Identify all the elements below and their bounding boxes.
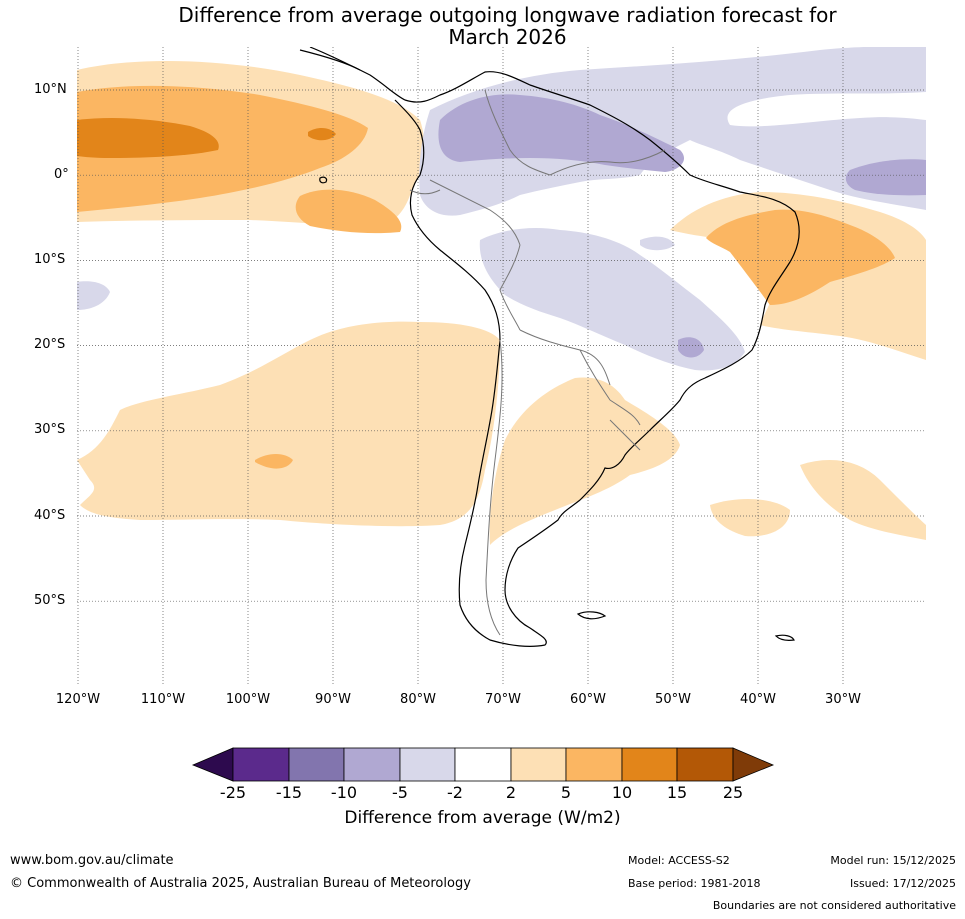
south-georgia-island bbox=[774, 634, 795, 641]
anomaly-region-pos5-brazil bbox=[706, 209, 895, 305]
lon-label-120w: 120°W bbox=[55, 692, 101, 707]
lon-label-110w: 110°W bbox=[140, 692, 186, 707]
colorbar-segment-pos10 bbox=[621, 747, 678, 782]
lat-label-0: 0° bbox=[54, 167, 69, 182]
lat-label-10n: 10°N bbox=[34, 82, 67, 97]
lon-label-80w: 80°W bbox=[400, 692, 436, 707]
lat-label-10s: 10°S bbox=[34, 252, 66, 267]
colorbar-segment-pos15 bbox=[676, 747, 734, 782]
colorbar-segment-pos2 bbox=[510, 747, 567, 782]
anomaly-region-neg5-north bbox=[438, 94, 685, 172]
lon-label-40w: 40°W bbox=[740, 692, 776, 707]
map-gridlines bbox=[77, 47, 926, 685]
country-borders bbox=[409, 89, 666, 636]
colorbar-tick: 15 bbox=[666, 783, 688, 802]
footer-base-period: Base period: 1981-2018 bbox=[628, 877, 761, 890]
border-ecuador bbox=[409, 189, 441, 195]
lon-label-60w: 60°W bbox=[570, 692, 606, 707]
colorbar-tick: 10 bbox=[611, 783, 633, 802]
lon-label-30w: 30°W bbox=[825, 692, 861, 707]
anomaly-region-pos2-argentina bbox=[489, 377, 680, 545]
footer-url[interactable]: www.bom.gov.au/climate bbox=[10, 853, 174, 868]
colorbar-segment-pos5 bbox=[565, 747, 623, 782]
colorbar bbox=[191, 747, 775, 782]
title-line-1: Difference from average outgoing longwav… bbox=[178, 3, 837, 27]
lon-label-50w: 50°W bbox=[655, 692, 691, 707]
anomaly-region-pos5-southpacific-small bbox=[255, 454, 293, 469]
anomaly-region-neg5-atlantic bbox=[845, 159, 926, 196]
colorbar-segment-neg5 bbox=[343, 747, 401, 782]
footer-issued: Issued: 17/12/2025 bbox=[849, 877, 956, 890]
colorbar-tick: 5 bbox=[560, 783, 572, 802]
falklands-island bbox=[576, 611, 607, 620]
anomaly-region-pos5-pacific-south bbox=[295, 189, 402, 234]
lat-label-40s: 40°S bbox=[34, 508, 66, 523]
footer-copyright: © Commonwealth of Australia 2025, Austra… bbox=[10, 876, 471, 891]
anomaly-region-neg2-small bbox=[640, 236, 675, 251]
anomaly-region-pos2-south-pacific bbox=[77, 321, 500, 527]
lat-label-30s: 30°S bbox=[34, 422, 66, 437]
border-chile-argentina bbox=[485, 339, 503, 636]
lat-label-20s: 20°S bbox=[34, 337, 66, 352]
border-uruguay bbox=[609, 419, 641, 451]
anomaly-region-pos5-pacific bbox=[77, 85, 368, 212]
anomaly-region-pos2-south-atlantic bbox=[800, 460, 926, 540]
colorbar-tick: -2 bbox=[447, 783, 463, 802]
colorbar-tick: -25 bbox=[219, 783, 247, 802]
lon-label-90w: 90°W bbox=[315, 692, 351, 707]
central-america-coast bbox=[299, 49, 361, 71]
border-argentina-brazil bbox=[579, 349, 641, 426]
border-bolivia bbox=[519, 329, 611, 386]
footer-model-run: Model run: 15/12/2025 bbox=[830, 854, 956, 867]
anomaly-region-neg5-brazil-small bbox=[678, 337, 704, 358]
colorbar-segment-neutral bbox=[454, 747, 512, 782]
galapagos-islands bbox=[319, 176, 328, 184]
anomaly-region-pos2-south-atlantic-2 bbox=[710, 498, 790, 537]
border-peru-brazil bbox=[499, 244, 521, 331]
lon-label-70w: 70°W bbox=[485, 692, 521, 707]
colorbar-low-extend bbox=[191, 747, 234, 782]
anomaly-region-pos10-pacific bbox=[77, 118, 219, 158]
anomaly-field bbox=[77, 47, 926, 545]
border-colombia-peru bbox=[429, 179, 521, 246]
colorbar-tick: -15 bbox=[275, 783, 303, 802]
colorbar-tick: -5 bbox=[392, 783, 408, 802]
anomaly-region-pos10-pacific-small bbox=[308, 128, 336, 141]
title-line-2: March 2026 bbox=[448, 25, 567, 49]
colorbar-segment-neg2 bbox=[399, 747, 456, 782]
anomaly-region-neg2-west bbox=[77, 281, 110, 310]
border-colombia-venezuela bbox=[484, 89, 551, 176]
footer-disclaimer: Boundaries are not considered authoritat… bbox=[712, 899, 956, 912]
colorbar-tick: 25 bbox=[722, 783, 744, 802]
colorbar-tick: -10 bbox=[330, 783, 358, 802]
border-venezuela-brazil bbox=[549, 149, 666, 176]
colorbar-high-extend bbox=[732, 747, 775, 782]
lat-label-50s: 50°S bbox=[34, 593, 66, 608]
colorbar-segment-neg15 bbox=[232, 747, 290, 782]
lon-label-100w: 100°W bbox=[225, 692, 271, 707]
colorbar-segment-neg10 bbox=[288, 747, 345, 782]
footer-model: Model: ACCESS-S2 bbox=[628, 854, 730, 867]
colorbar-tick: 2 bbox=[505, 783, 517, 802]
colorbar-label: Difference from average (W/m2) bbox=[344, 808, 621, 828]
map-title: Difference from average outgoing longwav… bbox=[0, 4, 965, 48]
anomaly-region-neg2-central bbox=[479, 228, 745, 371]
